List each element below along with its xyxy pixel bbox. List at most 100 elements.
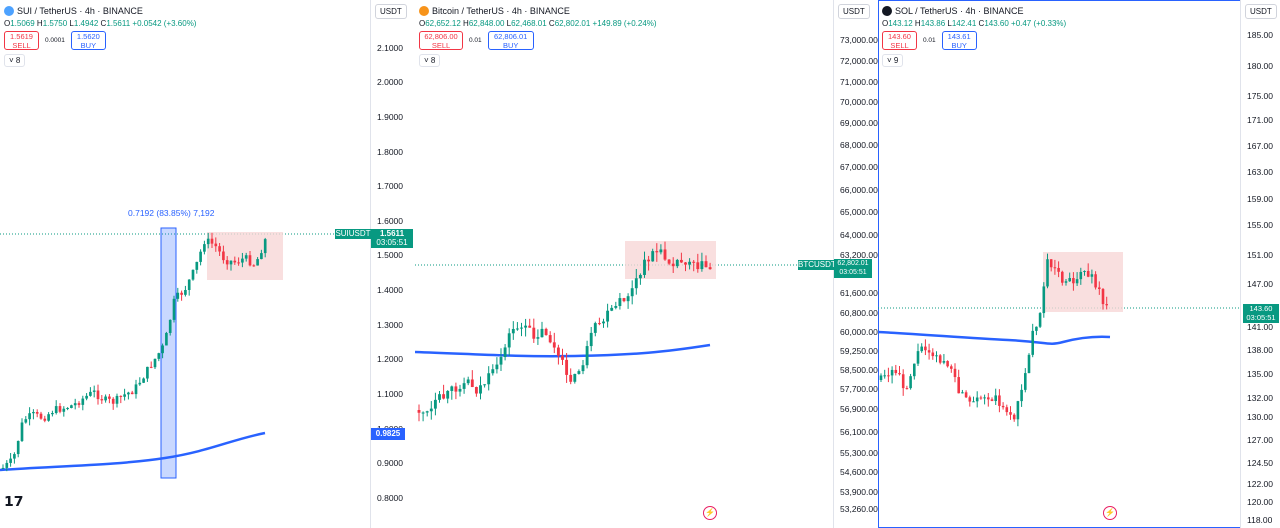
indicators-toggle[interactable]: ˅ 9 [882,54,904,67]
candle [1101,288,1105,305]
chart-panel-sui[interactable]: SUI / TetherUS · 4h · BINANCE O1.5069 H1… [0,0,415,528]
candle [168,319,172,333]
spread-value: 0.0001 [45,37,65,44]
candle [66,408,69,410]
candle [483,384,487,386]
buy-button[interactable]: 62,806.01 BUY [487,31,534,50]
price-axis-sui[interactable]: USDT 2.1000 2.0000 1.9000 1.8000 1.7000 1.600… [335,0,415,528]
candle [248,255,252,266]
buy-button[interactable]: 1.5620 BUY [70,31,106,50]
axis-tick: 63,200.00 [840,250,878,260]
chart-panel-btc[interactable]: Bitcoin / TetherUS · 4h · BINANCE O62,65… [415,0,878,528]
symbol-title[interactable]: SUI / TetherUS · 4h · BINANCE [17,6,143,16]
candle [602,321,605,324]
candle [115,395,119,404]
candle [237,262,240,264]
candle [77,403,81,405]
lightning-icon[interactable]: ⚡ [1103,506,1117,520]
candle [1046,259,1049,287]
candle [520,327,523,329]
candle [524,325,528,328]
symbol-title[interactable]: Bitcoin / TetherUS · 4h · BINANCE [432,6,570,16]
axis-tick: 159.00 [1247,194,1273,204]
trade-buttons: 1.5619 SELL 0.0001 1.5620 BUY [4,31,106,50]
candle [1068,278,1071,282]
candle [536,337,540,339]
axis-tick: 61,600.00 [840,288,878,298]
candle [252,265,256,267]
price-chart-btc[interactable] [415,0,833,528]
ohlc-values: O1.5069 H1.5750 L1.4942 C1.5611 +0.0542 … [4,19,197,28]
candle [1020,389,1023,402]
candle [1,467,5,469]
candle [417,410,421,413]
buy-button[interactable]: 143.61 BUY [941,31,977,50]
candle [70,405,73,409]
indicators-toggle[interactable]: ˅ 8 [419,54,441,67]
axis-tick: 135.00 [1247,369,1273,379]
candle [618,298,622,306]
currency-button[interactable]: USDT [1245,4,1277,19]
candle [1083,270,1086,272]
ohlc-values: O62,652.12 H62,848.00 L62,468.01 C62,802… [419,19,657,28]
candle [1049,259,1053,268]
axis-tick: 56,900.00 [840,404,878,414]
axis-tick: 55,300.00 [840,448,878,458]
candle [111,398,115,404]
candle [165,332,168,346]
axis-tick: 1.1000 [377,389,403,399]
candle [199,251,202,262]
axis-tick: 124.50 [1247,458,1273,468]
symbol-title[interactable]: SOL / TetherUS · 4h · BINANCE [895,6,1024,16]
candle [597,323,601,325]
price-axis-sol[interactable]: USDT 185.00 180.00 175.00 171.00 167.00 163.0… [1240,0,1280,528]
moving-average-line [415,343,711,358]
candle [890,369,894,376]
sell-button[interactable]: 1.5619 SELL [4,31,39,50]
candle [89,391,92,396]
axis-tick: 167.00 [1247,141,1273,151]
candle [180,292,183,295]
candle [222,251,225,261]
candle [203,244,206,252]
candle [142,378,145,383]
candle [647,259,651,262]
axis-tick: 57,700.00 [840,384,878,394]
candle [127,392,130,395]
price-chart-sui[interactable] [0,0,370,528]
candle [1035,326,1038,331]
price-axis-btc[interactable]: USDT 73,000.00 72,000.00 71,000.00 70,000.0… [798,0,878,528]
axis-tick: 69,000.00 [840,118,878,128]
candle [663,249,667,260]
axis-tick: 60,800.00 [840,308,878,318]
lightning-icon[interactable]: ⚡ [703,506,717,520]
axis-tick: 64,000.00 [840,230,878,240]
axis-tick: 0.9000 [377,458,403,468]
currency-button[interactable]: USDT [375,4,407,19]
candle [244,255,248,259]
sell-button[interactable]: 143.60 SELL [882,31,917,50]
candle [218,246,221,252]
indicators-toggle[interactable]: ˅ 8 [4,54,26,67]
candle [626,296,630,302]
candle [972,401,975,403]
candle [990,399,994,402]
candle [675,259,679,267]
candle [1016,401,1020,420]
candle [446,390,450,399]
candle [9,458,12,463]
tradingview-logo-icon[interactable]: 𝟭𝟳 [4,493,24,509]
chart-panel-sol[interactable]: SOL / TetherUS · 4h · BINANCE O143.12 H1… [878,0,1280,528]
sui-coin-icon [4,6,14,16]
candle [256,259,259,266]
sell-button[interactable]: 62,806.00 SELL [419,31,463,50]
axis-tick: 72,000.00 [840,56,878,66]
candle [968,397,972,402]
candle [552,342,556,348]
axis-tick: 53,900.00 [840,487,878,497]
currency-button[interactable]: USDT [838,4,870,19]
candle [187,279,191,290]
candle [123,394,126,397]
price-chart-sol[interactable] [878,0,1240,528]
candle [1079,271,1083,280]
